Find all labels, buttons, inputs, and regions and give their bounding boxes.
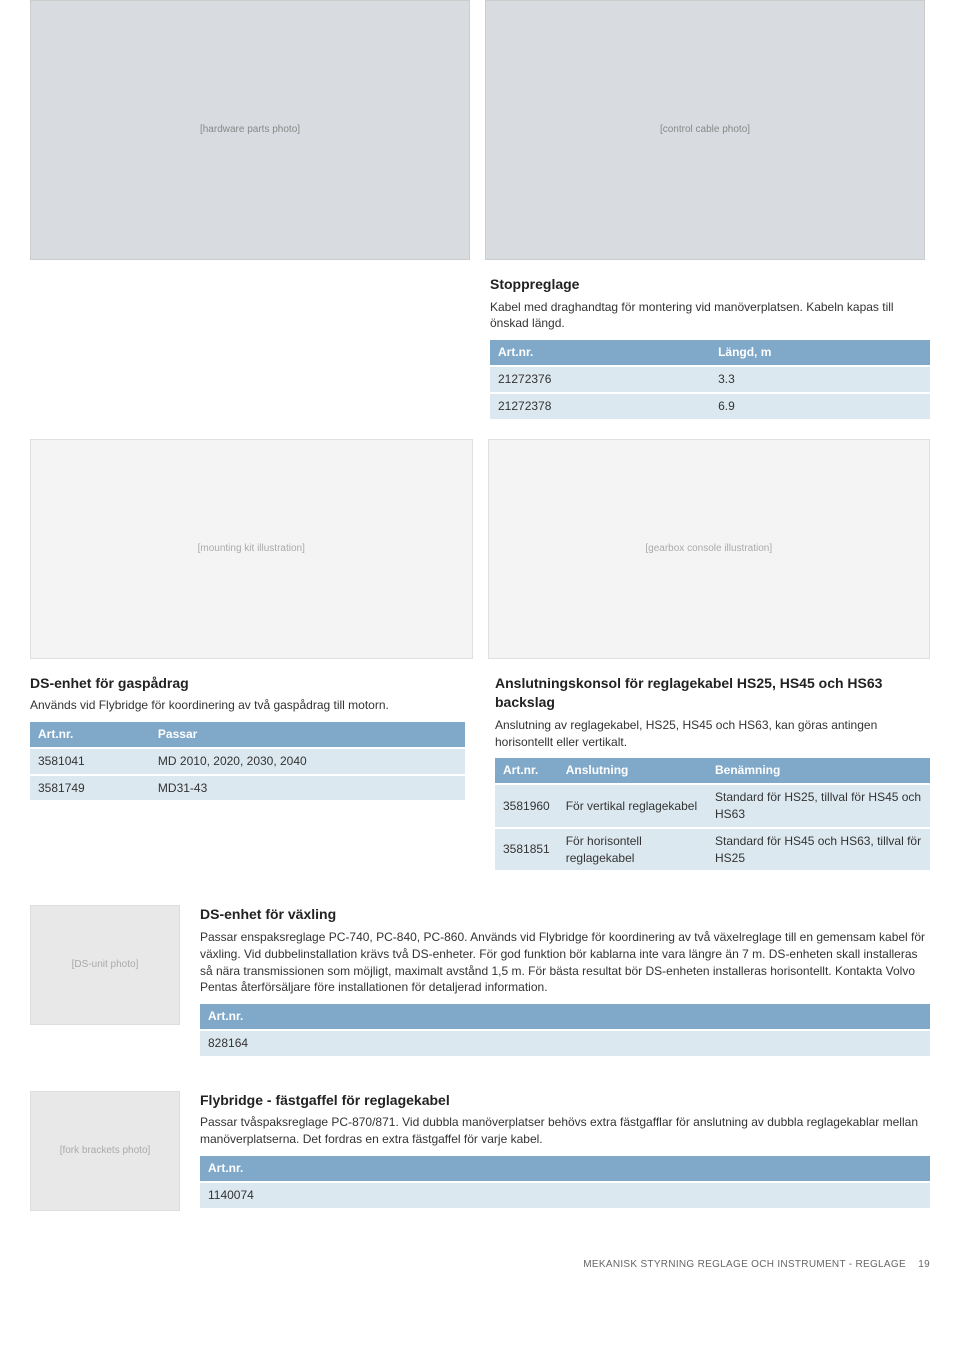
col-passar: Passar [150,722,465,748]
cell: 6.9 [710,393,930,419]
table-row: 3581749 MD31-43 [30,775,465,801]
stopreglage-desc: Kabel med draghandtag för montering vid … [490,299,930,333]
table-row: 21272378 6.9 [490,393,930,419]
cell: 21272378 [490,393,710,419]
flybridge-title: Flybridge - fästgaffel för reglagekabel [200,1091,930,1111]
anslutningskonsol-table: Art.nr. Anslutning Benämning 3581960 För… [495,758,930,870]
flybridge-photo: [fork brackets photo] [30,1091,180,1211]
col-anslutning: Anslutning [558,758,707,784]
flybridge-desc: Passar tvåspaksreglage PC-870/871. Vid d… [200,1114,930,1148]
col-artnr: Art.nr. [490,340,710,366]
cell: För vertikal reglagekabel [558,784,707,828]
page-footer: MEKANISK STYRNING REGLAGE OCH INSTRUMENT… [30,1258,930,1272]
cell: 1140074 [200,1182,930,1208]
ds-vaxling-block: DS-enhet för växling Passar enspaksregla… [200,905,930,1065]
cell: 828164 [200,1030,930,1056]
stopreglage-block: Stoppreglage Kabel med draghandtag för m… [490,275,930,419]
cell: 3581749 [30,775,150,801]
ds-gaspadrag-block: DS-enhet för gaspådrag Används vid Flybr… [30,674,465,881]
cell: 3581960 [495,784,558,828]
ds-vaxling-desc: Passar enspaksreglage PC-740, PC-840, PC… [200,929,930,996]
flybridge-table: Art.nr. 1140074 [200,1156,930,1208]
ds-gaspadrag-table: Art.nr. Passar 3581041 MD 2010, 2020, 20… [30,722,465,800]
anslutningskonsol-block: Anslutningskonsol för reglagekabel HS25,… [495,674,930,881]
col-artnr: Art.nr. [495,758,558,784]
ds-vaxling-table: Art.nr. 828164 [200,1004,930,1056]
stopreglage-title: Stoppreglage [490,275,930,295]
hero-photo-parts: [hardware parts photo] [30,0,470,260]
cell: Standard för HS45 och HS63, tillval för … [707,828,930,871]
table-row: 21272376 3.3 [490,366,930,393]
cell: MD31-43 [150,775,465,801]
col-artnr: Art.nr. [200,1004,930,1030]
table-row: 3581041 MD 2010, 2020, 2030, 2040 [30,748,465,775]
cell: Standard för HS25, tillval för HS45 och … [707,784,930,828]
cell: För horisontell reglagekabel [558,828,707,871]
cell: 3581851 [495,828,558,871]
flybridge-block: Flybridge - fästgaffel för reglagekabel … [200,1091,930,1218]
cell: MD 2010, 2020, 2030, 2040 [150,748,465,775]
footer-page-number: 19 [918,1259,930,1270]
ds-gaspadrag-desc: Används vid Flybridge för koordinering a… [30,697,465,714]
hero-photo-cable: [control cable photo] [485,0,925,260]
ds-gaspadrag-title: DS-enhet för gaspådrag [30,674,465,694]
table-row: 828164 [200,1030,930,1056]
cell: 21272376 [490,366,710,393]
table-row: 1140074 [200,1182,930,1208]
cell: 3581041 [30,748,150,775]
ds-vaxling-photo: [DS-unit photo] [30,905,180,1025]
anslutningskonsol-title: Anslutningskonsol för reglagekabel HS25,… [495,674,930,713]
ds-vaxling-title: DS-enhet för växling [200,905,930,925]
col-artnr: Art.nr. [30,722,150,748]
col-length: Längd, m [710,340,930,366]
table-row: 3581851 För horisontell reglagekabel Sta… [495,828,930,871]
illustration-gearbox-console: [gearbox console illustration] [488,439,931,659]
footer-section: MEKANISK STYRNING REGLAGE OCH INSTRUMENT… [583,1259,906,1270]
illustration-mounting-kit: [mounting kit illustration] [30,439,473,659]
table-row: 3581960 För vertikal reglagekabel Standa… [495,784,930,828]
cell: 3.3 [710,366,930,393]
col-benamning: Benämning [707,758,930,784]
col-artnr: Art.nr. [200,1156,930,1182]
anslutningskonsol-desc: Anslutning av reglagekabel, HS25, HS45 o… [495,717,930,751]
stopreglage-table: Art.nr. Längd, m 21272376 3.3 21272378 6… [490,340,930,418]
